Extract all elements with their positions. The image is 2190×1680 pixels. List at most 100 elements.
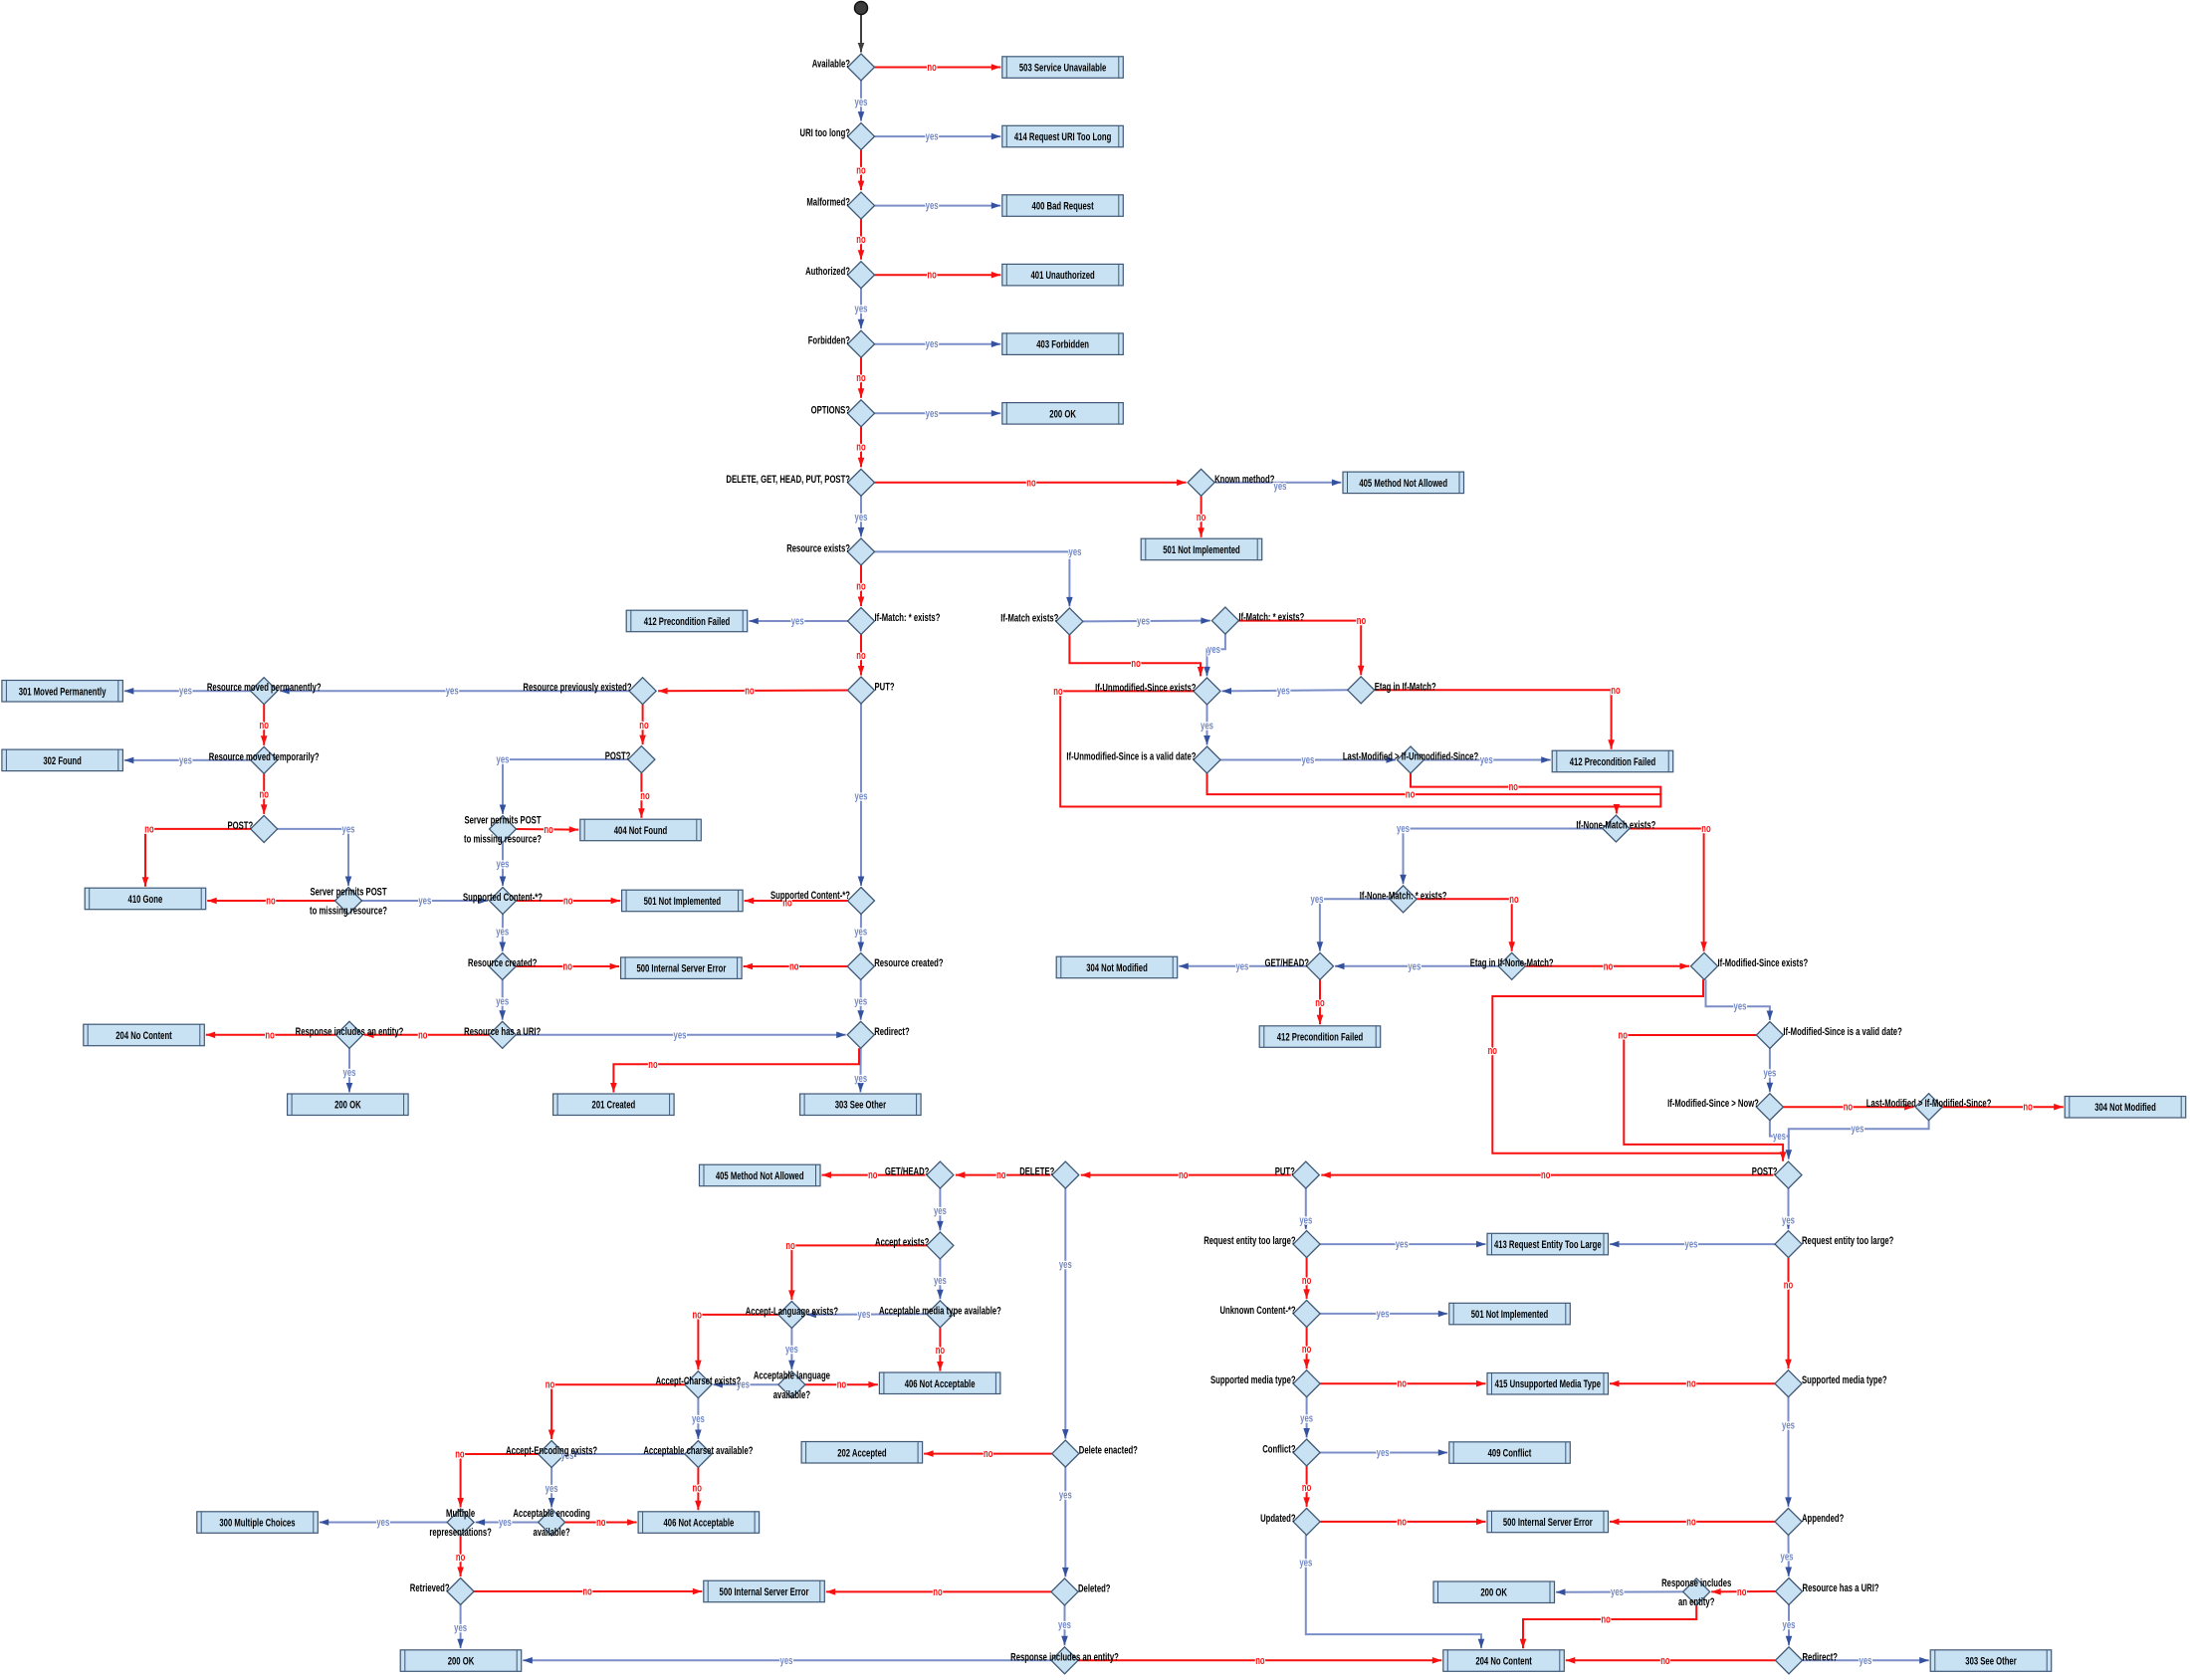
svg-text:no: no — [785, 1240, 795, 1252]
svg-text:Retrieved?: Retrieved? — [410, 1582, 450, 1594]
svg-text:no: no — [1302, 1344, 1312, 1356]
svg-text:405 Method Not Allowed: 405 Method Not Allowed — [716, 1170, 804, 1182]
svg-text:yes: yes — [1377, 1308, 1390, 1320]
svg-text:Resource moved permanently?: Resource moved permanently? — [207, 682, 322, 694]
svg-text:Response includes an entity?: Response includes an entity? — [296, 1026, 404, 1038]
svg-text:Etag in If-Match?: Etag in If-Match? — [1375, 681, 1436, 693]
svg-text:OPTIONS?: OPTIONS? — [811, 404, 851, 416]
svg-text:yes: yes — [674, 1029, 687, 1041]
svg-text:405 Method Not Allowed: 405 Method Not Allowed — [1359, 478, 1447, 490]
svg-text:501 Not Implemented: 501 Not Implemented — [1471, 1309, 1549, 1321]
svg-text:Resource has a URI?: Resource has a URI? — [464, 1026, 541, 1038]
svg-text:no: no — [546, 1379, 555, 1391]
svg-text:yes: yes — [179, 754, 192, 766]
svg-text:Acceptable charset available?: Acceptable charset available? — [643, 1445, 753, 1457]
svg-text:no: no — [693, 1483, 703, 1495]
svg-text:yes: yes — [1300, 1413, 1313, 1425]
svg-text:yes: yes — [934, 1275, 947, 1287]
svg-text:Acceptable language: Acceptable language — [754, 1370, 830, 1382]
svg-text:no: no — [936, 1345, 946, 1357]
svg-text:PUT?: PUT? — [1275, 1166, 1295, 1178]
svg-text:no: no — [1686, 1516, 1696, 1528]
svg-text:no: no — [693, 1309, 703, 1321]
svg-text:no: no — [1509, 781, 1519, 793]
svg-text:406 Not Acceptable: 406 Not Acceptable — [664, 1518, 735, 1530]
svg-text:yes: yes — [1611, 1586, 1624, 1598]
svg-text:Forbidden?: Forbidden? — [808, 335, 850, 347]
svg-text:Available?: Available? — [812, 59, 850, 71]
svg-text:Etag in If-None-Match?: Etag in If-None-Match? — [1470, 957, 1554, 969]
svg-text:202 Accepted: 202 Accepted — [837, 1447, 886, 1459]
svg-text:no: no — [1604, 960, 1614, 972]
svg-text:yes: yes — [1734, 1001, 1747, 1013]
svg-text:Request entity too large?: Request entity too large? — [1802, 1235, 1894, 1247]
svg-text:no: no — [260, 720, 270, 732]
svg-text:no: no — [455, 1449, 465, 1461]
svg-text:If-Unmodified-Since is a valid: If-Unmodified-Since is a valid date? — [1066, 751, 1196, 763]
svg-text:available?: available? — [773, 1389, 810, 1401]
svg-text:Response includes: Response includes — [1661, 1577, 1731, 1589]
svg-text:no: no — [1398, 1378, 1408, 1390]
svg-text:no: no — [582, 1586, 592, 1598]
svg-text:Redirect?: Redirect? — [1803, 1651, 1839, 1663]
svg-text:no: no — [1541, 1169, 1551, 1181]
svg-text:no: no — [1131, 658, 1141, 670]
svg-text:no: no — [144, 823, 154, 835]
svg-text:no: no — [837, 1379, 847, 1391]
svg-text:no: no — [1255, 1655, 1265, 1667]
svg-text:no: no — [856, 234, 866, 246]
svg-text:yes: yes — [496, 927, 509, 939]
svg-text:URI too long?: URI too long? — [800, 127, 851, 139]
svg-text:no: no — [984, 1448, 993, 1460]
svg-text:available?: available? — [533, 1527, 569, 1539]
svg-text:yes: yes — [855, 304, 868, 315]
svg-text:409 Conflict: 409 Conflict — [1488, 1448, 1532, 1460]
svg-text:503 Service Unavailable: 503 Service Unavailable — [1019, 63, 1106, 75]
svg-text:304 Not Modified: 304 Not Modified — [2094, 1102, 2156, 1114]
svg-text:300 Multiple Choices: 300 Multiple Choices — [219, 1518, 295, 1530]
svg-text:Supported media type?: Supported media type? — [1802, 1374, 1887, 1386]
svg-text:415 Unsupported Media Type: 415 Unsupported Media Type — [1495, 1378, 1601, 1390]
svg-text:no: no — [1701, 823, 1711, 835]
svg-text:500 Internal Server Error: 500 Internal Server Error — [1503, 1517, 1593, 1529]
svg-text:no: no — [1398, 1516, 1408, 1528]
svg-text:Server permits POST: Server permits POST — [310, 886, 386, 898]
svg-text:Appended?: Appended? — [1802, 1513, 1844, 1525]
svg-text:401 Unauthorized: 401 Unauthorized — [1031, 270, 1095, 282]
svg-text:yes: yes — [499, 1517, 512, 1529]
svg-text:GET/HEAD?: GET/HEAD? — [885, 1166, 930, 1178]
svg-text:yes: yes — [1852, 1124, 1864, 1136]
svg-text:Delete enacted?: Delete enacted? — [1079, 1445, 1138, 1457]
svg-text:yes: yes — [497, 754, 510, 766]
svg-text:yes: yes — [737, 1379, 750, 1391]
svg-text:yes: yes — [1763, 1068, 1776, 1080]
svg-text:412 Precondition Failed: 412 Precondition Failed — [644, 616, 731, 628]
svg-text:no: no — [648, 1059, 658, 1071]
svg-text:Request entity too large?: Request entity too large? — [1204, 1235, 1296, 1247]
svg-text:no: no — [266, 896, 276, 908]
svg-text:no: no — [1737, 1586, 1747, 1598]
svg-text:yes: yes — [854, 1073, 867, 1085]
svg-text:yes: yes — [454, 1622, 467, 1634]
svg-text:Known method?: Known method? — [1214, 474, 1274, 486]
svg-text:to missing resource?: to missing resource? — [464, 834, 542, 846]
svg-text:Supported media type?: Supported media type? — [1210, 1374, 1296, 1386]
svg-text:no: no — [1197, 512, 1206, 524]
svg-text:no: no — [933, 1586, 943, 1598]
svg-text:Last-Modified > If-Modified-Si: Last-Modified > If-Modified-Since? — [1866, 1098, 1992, 1110]
svg-text:no: no — [2023, 1102, 2033, 1114]
svg-text:200 OK: 200 OK — [1480, 1587, 1507, 1599]
svg-text:Resource moved temporarily?: Resource moved temporarily? — [209, 751, 320, 763]
svg-text:yes: yes — [855, 512, 868, 524]
svg-text:303 See Other: 303 See Other — [1965, 1656, 2017, 1668]
svg-text:403 Forbidden: 403 Forbidden — [1036, 339, 1089, 351]
svg-text:200 OK: 200 OK — [334, 1100, 361, 1112]
svg-text:yes: yes — [1396, 1239, 1409, 1251]
svg-text:no: no — [745, 685, 755, 697]
svg-text:yes: yes — [926, 131, 939, 143]
svg-text:POST?: POST? — [605, 750, 631, 762]
svg-text:301 Moved Permanently: 301 Moved Permanently — [19, 686, 107, 698]
svg-text:no: no — [596, 1517, 606, 1529]
svg-text:Accept-Language exists?: Accept-Language exists? — [746, 1306, 838, 1318]
svg-text:no: no — [640, 790, 650, 802]
